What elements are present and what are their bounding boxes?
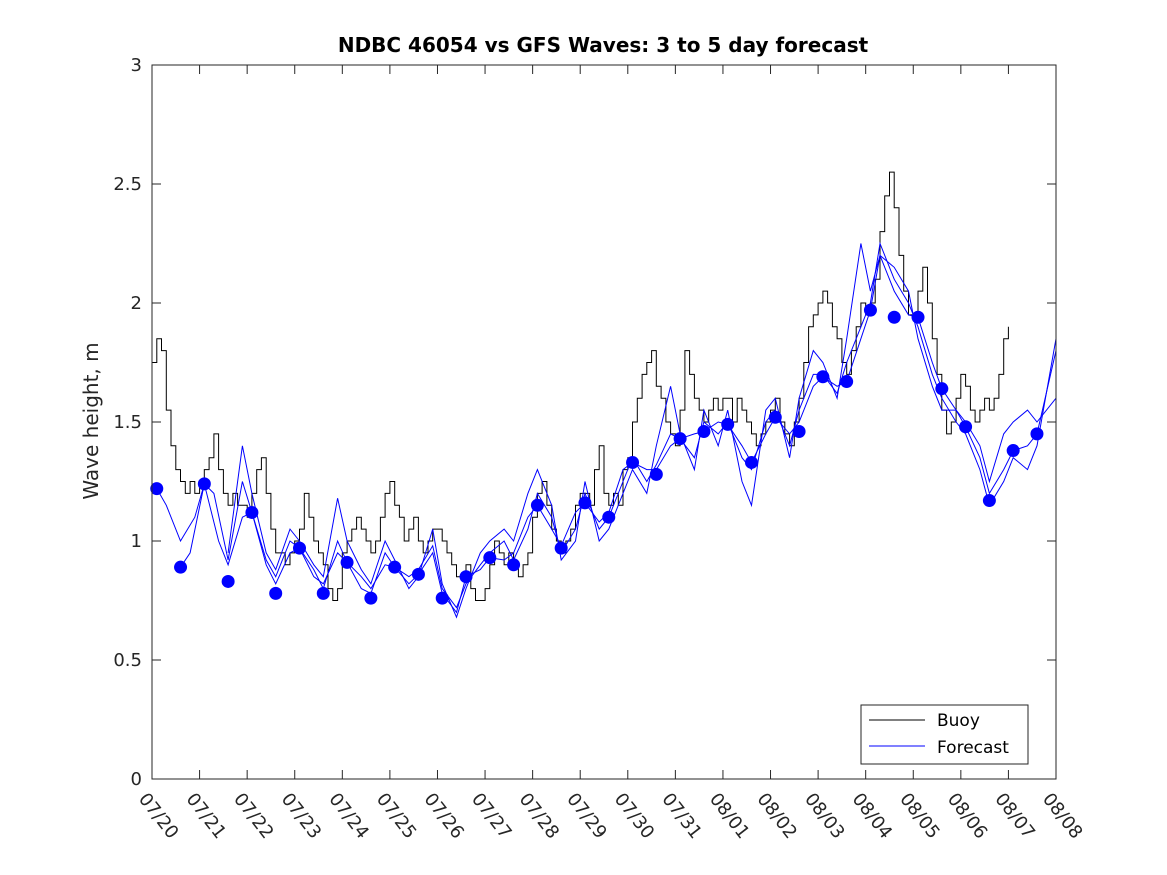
y-tick-label: 1 <box>131 531 142 552</box>
plot-area <box>152 65 1056 779</box>
forecast-marker <box>388 560 402 574</box>
forecast-marker <box>602 510 616 524</box>
forecast-marker <box>340 555 354 569</box>
forecast-marker <box>840 375 854 389</box>
forecast-marker <box>959 420 973 434</box>
y-tick-label: 1.5 <box>113 412 142 433</box>
forecast-marker <box>150 482 164 496</box>
forecast-marker <box>316 586 330 600</box>
forecast-marker <box>459 570 473 584</box>
forecast-marker <box>578 496 592 510</box>
forecast-marker <box>483 551 497 565</box>
y-tick-label: 3 <box>131 55 142 76</box>
chart-title: NDBC 46054 vs GFS Waves: 3 to 5 day fore… <box>338 33 869 57</box>
y-tick-label: 0 <box>131 769 142 790</box>
forecast-marker <box>1006 444 1020 458</box>
forecast-marker <box>364 591 378 605</box>
forecast-marker <box>792 425 806 439</box>
forecast-marker <box>863 303 877 317</box>
y-axis-ticks: 0 0.5 1 1.5 2 2.5 3 <box>113 55 1056 790</box>
forecast-marker <box>1030 427 1044 441</box>
legend-box <box>860 704 1029 765</box>
forecast-marker <box>911 310 925 324</box>
y-tick-label: 2.5 <box>113 174 142 195</box>
forecast-marker <box>530 498 544 512</box>
forecast-marker <box>411 567 425 581</box>
forecast-marker <box>935 382 949 396</box>
legend-label-buoy: Buoy <box>937 711 980 731</box>
forecast-markers <box>150 303 1044 605</box>
y-tick-label: 2 <box>131 293 142 314</box>
forecast-marker <box>768 410 782 424</box>
forecast-marker <box>245 505 259 519</box>
forecast-series-line <box>180 241 1057 609</box>
forecast-marker <box>626 455 640 469</box>
forecast-marker <box>721 417 735 431</box>
forecast-marker <box>673 432 687 446</box>
forecast-marker <box>197 477 211 491</box>
forecast-marker <box>744 455 758 469</box>
forecast-marker <box>982 494 996 508</box>
forecast-marker <box>816 370 830 384</box>
y-axis-label: Wave height, m <box>79 342 103 499</box>
forecast-marker <box>697 425 711 439</box>
forecast-marker <box>554 541 568 555</box>
legend: Buoy Forecast <box>860 704 1029 765</box>
forecast-marker <box>221 574 235 588</box>
forecast-marker <box>174 560 188 574</box>
forecast-marker <box>435 591 449 605</box>
forecast-marker <box>887 310 901 324</box>
legend-label-forecast: Forecast <box>937 738 1009 758</box>
y-tick-label: 0.5 <box>113 650 142 671</box>
forecast-marker <box>507 558 521 572</box>
forecast-marker <box>649 467 663 481</box>
forecast-marker <box>292 541 306 555</box>
forecast-marker <box>269 586 283 600</box>
